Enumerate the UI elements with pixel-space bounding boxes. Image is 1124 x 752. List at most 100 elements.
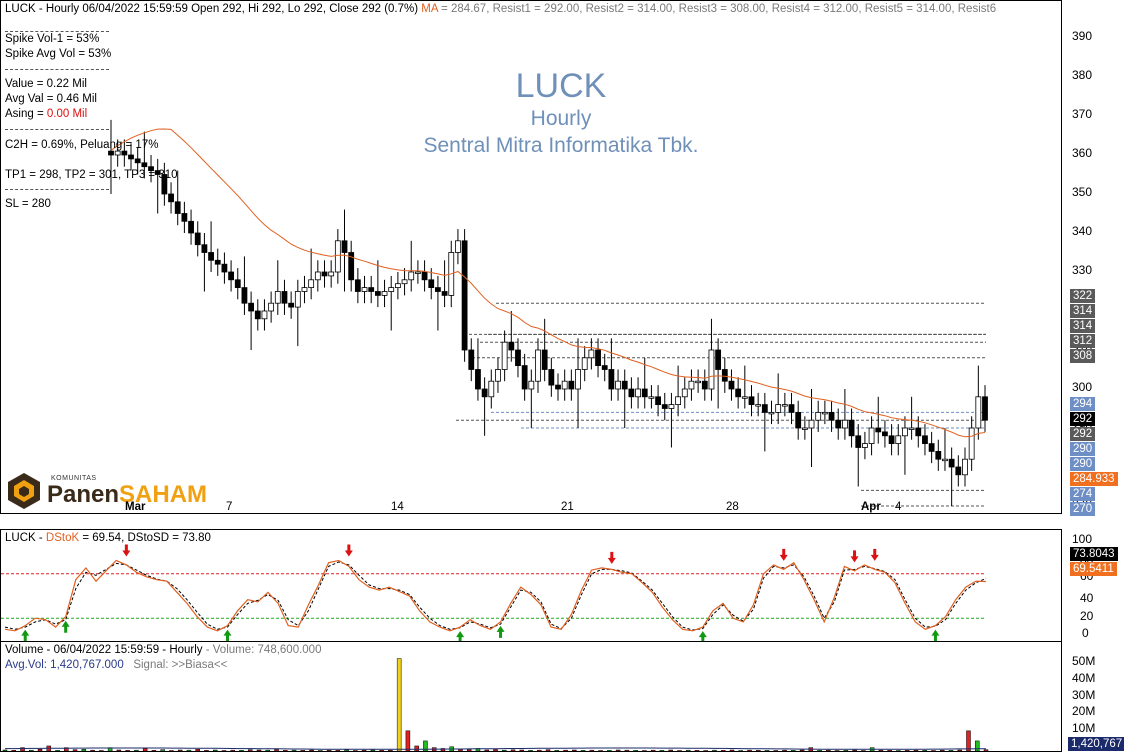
price-axis[interactable]: 390 380 370 360 350 340 330 320 310 300 … xyxy=(1062,0,1124,516)
buy-arrow-icon xyxy=(698,631,707,642)
volume-bar xyxy=(248,749,253,751)
sell-arrow-icon xyxy=(850,550,859,563)
sell-arrow-icon xyxy=(344,544,353,557)
price-chart[interactable] xyxy=(1,1,1062,514)
sell-arrow-icon xyxy=(779,548,788,561)
volume-bar xyxy=(37,749,43,751)
candle-body xyxy=(755,404,762,407)
candle-body xyxy=(321,271,328,277)
candle-body xyxy=(435,287,441,292)
header-resist-6: Resist6 xyxy=(957,3,997,15)
price-tag: 290 xyxy=(1070,457,1096,471)
candle-body xyxy=(588,349,595,359)
volume-bar xyxy=(650,749,656,751)
volume-bar xyxy=(554,750,560,751)
candle-body xyxy=(908,427,915,430)
buy-arrow-icon xyxy=(496,625,505,638)
header-datetime: 06/04/2022 15:59:59 xyxy=(82,3,188,15)
sell-arrow-icon xyxy=(870,548,879,561)
volume-bar xyxy=(580,750,586,751)
candle-body xyxy=(515,349,521,366)
volume-bar xyxy=(458,749,463,751)
candle-body xyxy=(495,369,501,382)
info-avg-val: Avg Val = 0.46 Mil xyxy=(5,93,97,105)
candle-body xyxy=(481,388,488,398)
volume-bar xyxy=(694,750,700,751)
stoch-dstosd: DStoSD = 73.80 xyxy=(127,532,211,544)
candle-body xyxy=(234,279,241,288)
sell-arrow-icon xyxy=(607,551,616,564)
buy-arrow-icon xyxy=(21,629,30,642)
candle-body xyxy=(575,369,581,390)
candle-body xyxy=(294,291,301,308)
volume-bar xyxy=(370,749,376,751)
price-tag: 314 xyxy=(1070,304,1096,318)
x-label-7: 7 xyxy=(226,501,233,513)
candle-body xyxy=(188,220,194,234)
candle-body xyxy=(361,287,368,292)
info-divider xyxy=(5,189,109,190)
candle-body xyxy=(968,427,975,460)
info-asing-label: Asing = xyxy=(5,108,44,120)
info-spike-vol: Spike Vol-1 = 53% xyxy=(5,33,100,45)
price-tag: 322 xyxy=(1070,289,1096,303)
stoch-tick: 20 xyxy=(1080,609,1094,623)
candle-body xyxy=(348,252,355,281)
volume-panel[interactable]: Volume - 06/04/2022 15:59:59 - Hourly - … xyxy=(0,641,1062,752)
candle-body xyxy=(168,193,174,203)
candle-body xyxy=(595,349,601,366)
volume-bar xyxy=(353,750,358,751)
ma-line xyxy=(110,128,986,438)
candle-body xyxy=(675,396,681,405)
candle-body xyxy=(868,427,875,444)
candle-body xyxy=(521,365,528,390)
candle-body xyxy=(214,259,221,265)
candle-body xyxy=(461,240,468,351)
candle-body xyxy=(728,380,735,390)
volume-bar xyxy=(361,749,367,751)
volume-bar xyxy=(791,750,796,751)
candle-body xyxy=(882,431,888,437)
candle-body xyxy=(161,174,168,195)
candle-body xyxy=(655,396,661,405)
info-tp: TP1 = 298, TP2 = 301, TP3 = 310 xyxy=(5,169,178,181)
candle-body xyxy=(835,419,842,429)
candle-body xyxy=(815,411,822,421)
candle-body xyxy=(468,349,475,370)
price-tag: 314 xyxy=(1070,319,1096,333)
info-c2h: C2H = 0.69%, Peluang = 17% xyxy=(5,139,159,151)
volume-bar xyxy=(309,749,314,751)
candle-body xyxy=(428,279,435,288)
volume-axis[interactable]: 50M 40M 30M 20M 10M 1,420,767 xyxy=(1062,641,1124,752)
candle-body xyxy=(661,404,668,409)
volume-tick: 50M xyxy=(1072,654,1096,668)
info-sl: SL = 280 xyxy=(5,198,51,210)
x-label-apr: Apr xyxy=(861,501,881,513)
candle-body xyxy=(681,388,688,398)
volume-tick: 20M xyxy=(1072,704,1096,718)
volume-bar xyxy=(466,749,472,751)
stoch-axis[interactable]: 100 80 60 40 20 0 73.8043 69.5411 xyxy=(1062,529,1124,643)
candle-body xyxy=(548,369,555,386)
volume-bar xyxy=(186,749,192,751)
volume-bar xyxy=(99,750,104,751)
candle-body xyxy=(421,271,428,281)
stoch-chart[interactable] xyxy=(1,530,1062,643)
stoch-panel[interactable]: LUCK - DStoK = 69.54, DStoSD = 73.80 xyxy=(0,529,1062,643)
candle-body xyxy=(488,380,495,398)
volume-bar xyxy=(668,749,673,751)
candle-body xyxy=(441,291,448,296)
volume-chart[interactable] xyxy=(1,642,1062,752)
candle-body xyxy=(795,411,802,429)
volume-bar xyxy=(326,749,332,751)
header-resist-4: Resist4 = 312.00, xyxy=(771,3,862,15)
volume-bar xyxy=(265,749,271,751)
candle-body xyxy=(354,279,361,292)
price-tag: 308 xyxy=(1070,349,1096,363)
candle-body xyxy=(668,404,675,409)
price-panel[interactable]: LUCK - Hourly 06/04/2022 15:59:59 Open 2… xyxy=(0,0,1062,514)
volume-avg-line xyxy=(5,747,987,750)
buy-arrow-icon xyxy=(223,629,232,642)
volume-bar xyxy=(563,749,568,751)
candle-body xyxy=(248,302,255,312)
